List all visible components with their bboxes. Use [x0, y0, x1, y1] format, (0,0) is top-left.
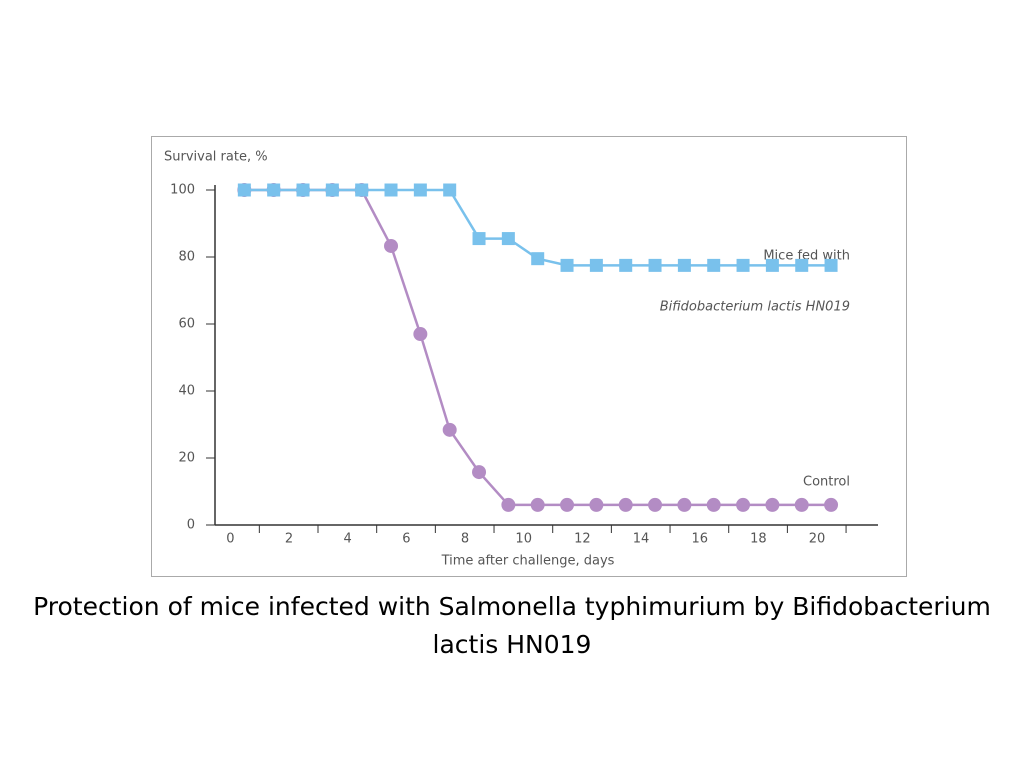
x-tick-label: 4 — [344, 532, 352, 547]
marker — [501, 232, 515, 246]
x-tick-label: 16 — [691, 532, 708, 547]
marker — [501, 497, 516, 512]
slide-title: Protection of mice infected with Salmone… — [33, 592, 991, 659]
marker — [736, 258, 750, 272]
marker — [677, 258, 691, 272]
marker — [413, 327, 428, 342]
y-tick-label: 20 — [178, 451, 195, 466]
marker — [707, 258, 721, 272]
marker — [530, 497, 545, 512]
marker — [325, 183, 339, 197]
marker — [677, 497, 692, 512]
marker — [795, 258, 809, 272]
marker — [736, 497, 751, 512]
annotation: Control — [803, 475, 850, 490]
marker — [384, 183, 398, 197]
y-tick-label: 40 — [178, 384, 195, 399]
x-tick-label: 18 — [750, 532, 767, 547]
marker — [589, 258, 603, 272]
marker — [472, 232, 486, 246]
marker — [355, 183, 369, 197]
marker — [267, 183, 281, 197]
x-tick-label: 14 — [633, 532, 650, 547]
marker — [648, 258, 662, 272]
marker — [413, 183, 427, 197]
y-axis-label: Survival rate, % — [164, 150, 268, 165]
chart: Survival rate, % Time after challenge, d… — [151, 136, 907, 577]
marker — [296, 183, 310, 197]
y-tick-label: 0 — [187, 518, 195, 533]
marker — [560, 258, 574, 272]
chart-frame — [151, 136, 907, 577]
marker — [237, 183, 251, 197]
annotation: Bifidobacterium lactis HN019 — [660, 300, 850, 315]
marker — [560, 497, 575, 512]
x-axis-label: Time after challenge, days — [441, 554, 615, 569]
marker — [824, 497, 839, 512]
x-tick-label: 20 — [809, 532, 826, 547]
x-tick-label: 0 — [226, 532, 234, 547]
x-tick-label: 12 — [574, 532, 591, 547]
marker — [824, 258, 838, 272]
marker — [589, 497, 604, 512]
marker — [472, 465, 487, 480]
marker — [619, 258, 633, 272]
marker — [706, 497, 721, 512]
marker — [794, 497, 809, 512]
marker — [618, 497, 633, 512]
marker — [648, 497, 663, 512]
x-tick-label: 10 — [515, 532, 532, 547]
marker — [531, 252, 545, 266]
x-tick-label: 6 — [402, 532, 410, 547]
y-tick-label: 100 — [170, 183, 195, 198]
marker — [384, 238, 399, 253]
x-tick-label: 2 — [285, 532, 293, 547]
marker — [765, 497, 780, 512]
marker — [765, 258, 779, 272]
x-tick-label: 8 — [461, 532, 469, 547]
marker — [443, 183, 457, 197]
y-tick-label: 80 — [178, 250, 195, 265]
marker — [442, 422, 457, 437]
y-tick-label: 60 — [178, 317, 195, 332]
